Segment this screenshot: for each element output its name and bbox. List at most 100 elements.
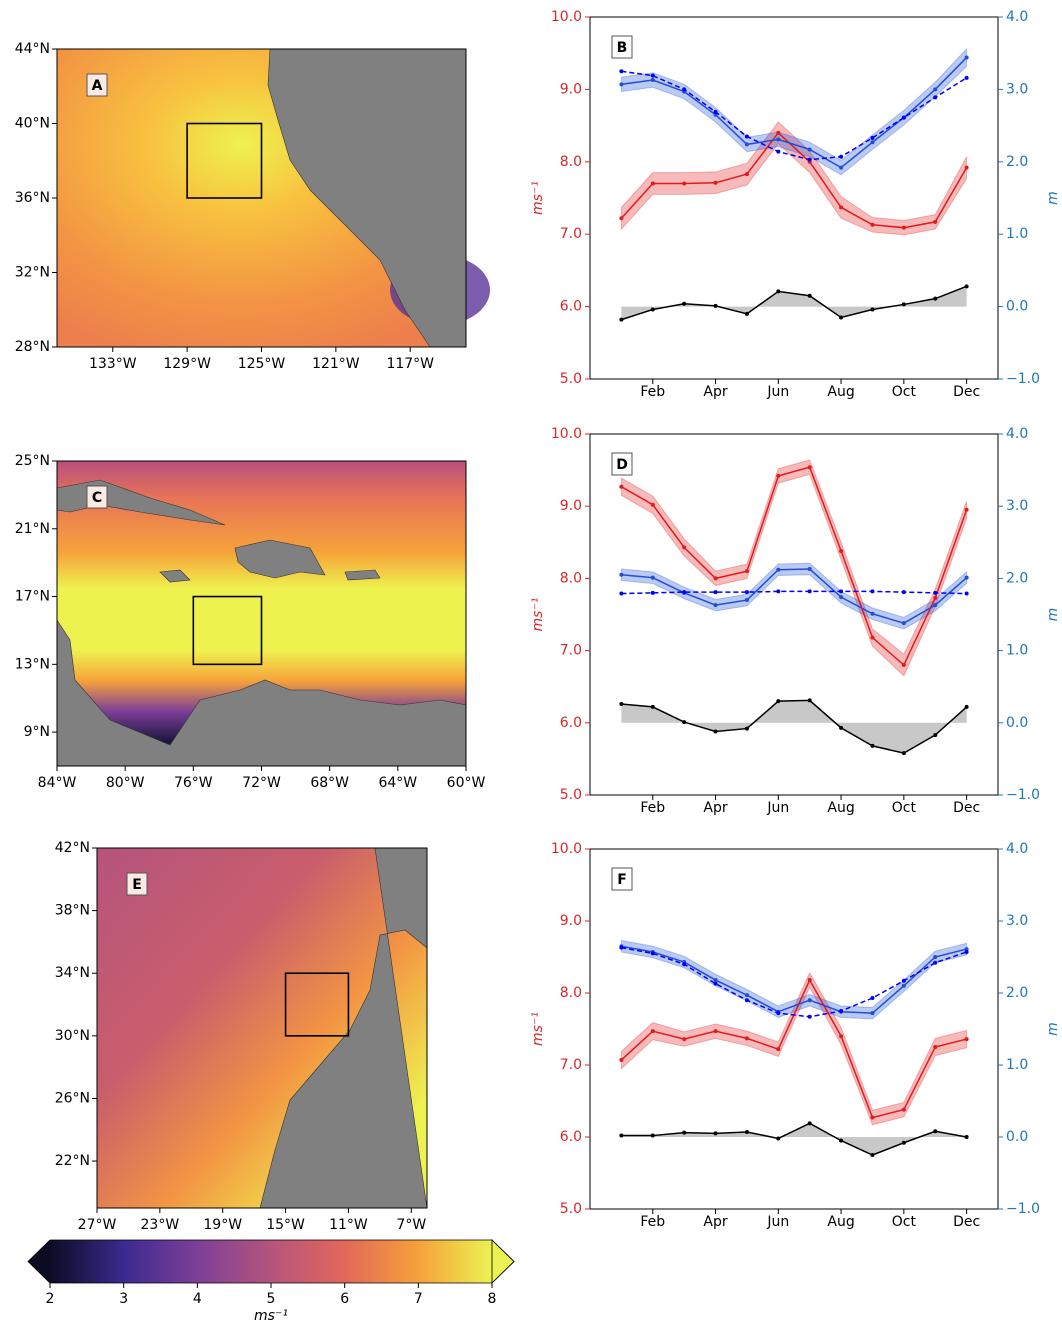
point	[901, 225, 906, 230]
y-tick-label: 6.0	[560, 299, 582, 315]
point	[839, 1034, 844, 1039]
x-tick-label: 72°W	[242, 775, 281, 791]
point	[713, 112, 718, 117]
point	[776, 567, 781, 572]
x-tick-label: Aug	[827, 384, 854, 400]
point	[744, 311, 749, 316]
y2-tick-label: 4.0	[1006, 841, 1028, 857]
y-axis-label: ms⁻¹	[530, 181, 546, 215]
point	[901, 590, 906, 595]
y2-tick-label: −1.0	[1006, 371, 1040, 387]
y-tick-label: 9°N	[24, 724, 50, 740]
y-tick-label: 28°N	[15, 339, 50, 355]
point	[964, 949, 969, 954]
plot-frame	[589, 433, 999, 796]
y-tick-label: 44°N	[15, 41, 50, 57]
point	[933, 1045, 938, 1049]
point	[839, 1138, 844, 1143]
x-tick-label: 68°W	[310, 775, 349, 791]
y-tick-label: 10.0	[551, 9, 582, 25]
point	[713, 303, 718, 308]
point	[776, 1047, 781, 1052]
panel-label: A	[92, 78, 103, 94]
y2-tick-label: 2.0	[1006, 570, 1028, 586]
point	[650, 502, 655, 507]
point	[744, 569, 749, 574]
x-tick-label: Apr	[703, 384, 727, 400]
point	[901, 115, 906, 120]
y-tick-label: 5.0	[560, 787, 582, 803]
series-line	[621, 285, 967, 321]
point	[807, 465, 812, 470]
point	[807, 147, 812, 152]
y-tick-label: 6.0	[560, 715, 582, 731]
point	[776, 473, 781, 478]
uncertainty-band	[620, 459, 968, 677]
point	[744, 998, 749, 1003]
panel-label: D	[616, 457, 628, 473]
colorbar-extend	[491, 1239, 515, 1284]
point	[744, 590, 749, 595]
point	[650, 1133, 655, 1138]
point	[964, 1135, 969, 1139]
y-tick-label: 7.0	[560, 1057, 582, 1073]
y-tick-label: 42°N	[55, 840, 90, 856]
point	[776, 289, 781, 294]
point	[807, 293, 812, 298]
x-tick-label: 27°W	[78, 1217, 117, 1233]
y-tick-label: 5.0	[560, 371, 582, 387]
point	[964, 507, 969, 512]
x-tick-label: 125°W	[238, 356, 286, 372]
series-line	[621, 568, 968, 624]
region-box	[284, 972, 350, 1037]
point	[807, 698, 812, 703]
point	[839, 595, 844, 600]
point	[744, 598, 749, 603]
point	[619, 69, 624, 74]
point	[776, 589, 781, 594]
series-line	[621, 946, 967, 1018]
y-axis-label: ms⁻¹	[530, 1012, 546, 1046]
panel-label-box	[611, 452, 633, 476]
point	[619, 484, 624, 489]
panel-label-box	[611, 35, 633, 59]
y-tick-label: 38°N	[55, 903, 90, 919]
y-tick-label: 8.0	[560, 570, 582, 586]
panel-label: C	[92, 490, 102, 506]
series-line	[621, 590, 967, 595]
y2-tick-label: 1.0	[1006, 643, 1028, 659]
point	[870, 589, 875, 594]
point	[650, 181, 655, 186]
panel-label-box	[86, 73, 108, 97]
panel-label: B	[617, 40, 628, 56]
point	[619, 591, 624, 596]
point	[870, 307, 875, 312]
uncertainty-band	[620, 971, 968, 1126]
series-line	[621, 945, 967, 1014]
point	[619, 216, 624, 221]
colorbar-tick-label: 2	[46, 1291, 55, 1307]
point	[870, 140, 875, 145]
point	[776, 1136, 781, 1141]
point	[933, 1129, 938, 1134]
panel-label-box	[126, 872, 148, 896]
point	[650, 951, 655, 956]
y-tick-label: 21°N	[15, 521, 50, 537]
point	[933, 733, 938, 738]
point	[744, 1036, 749, 1041]
y2-tick-label: 1.0	[1006, 226, 1028, 242]
point	[839, 205, 844, 210]
point	[807, 589, 812, 594]
point	[619, 945, 624, 950]
y-tick-label: 8.0	[560, 985, 582, 1001]
y-tick-label: 9.0	[560, 498, 582, 514]
colorbar-tick-label: 3	[119, 1291, 128, 1307]
x-tick-label: 133°W	[89, 356, 137, 372]
point	[682, 720, 687, 725]
y2-tick-label: −1.0	[1006, 1201, 1040, 1217]
y2-tick-label: 0.0	[1006, 715, 1028, 731]
point	[807, 567, 812, 572]
point	[807, 1014, 812, 1019]
x-tick-label: 60°W	[447, 775, 486, 791]
